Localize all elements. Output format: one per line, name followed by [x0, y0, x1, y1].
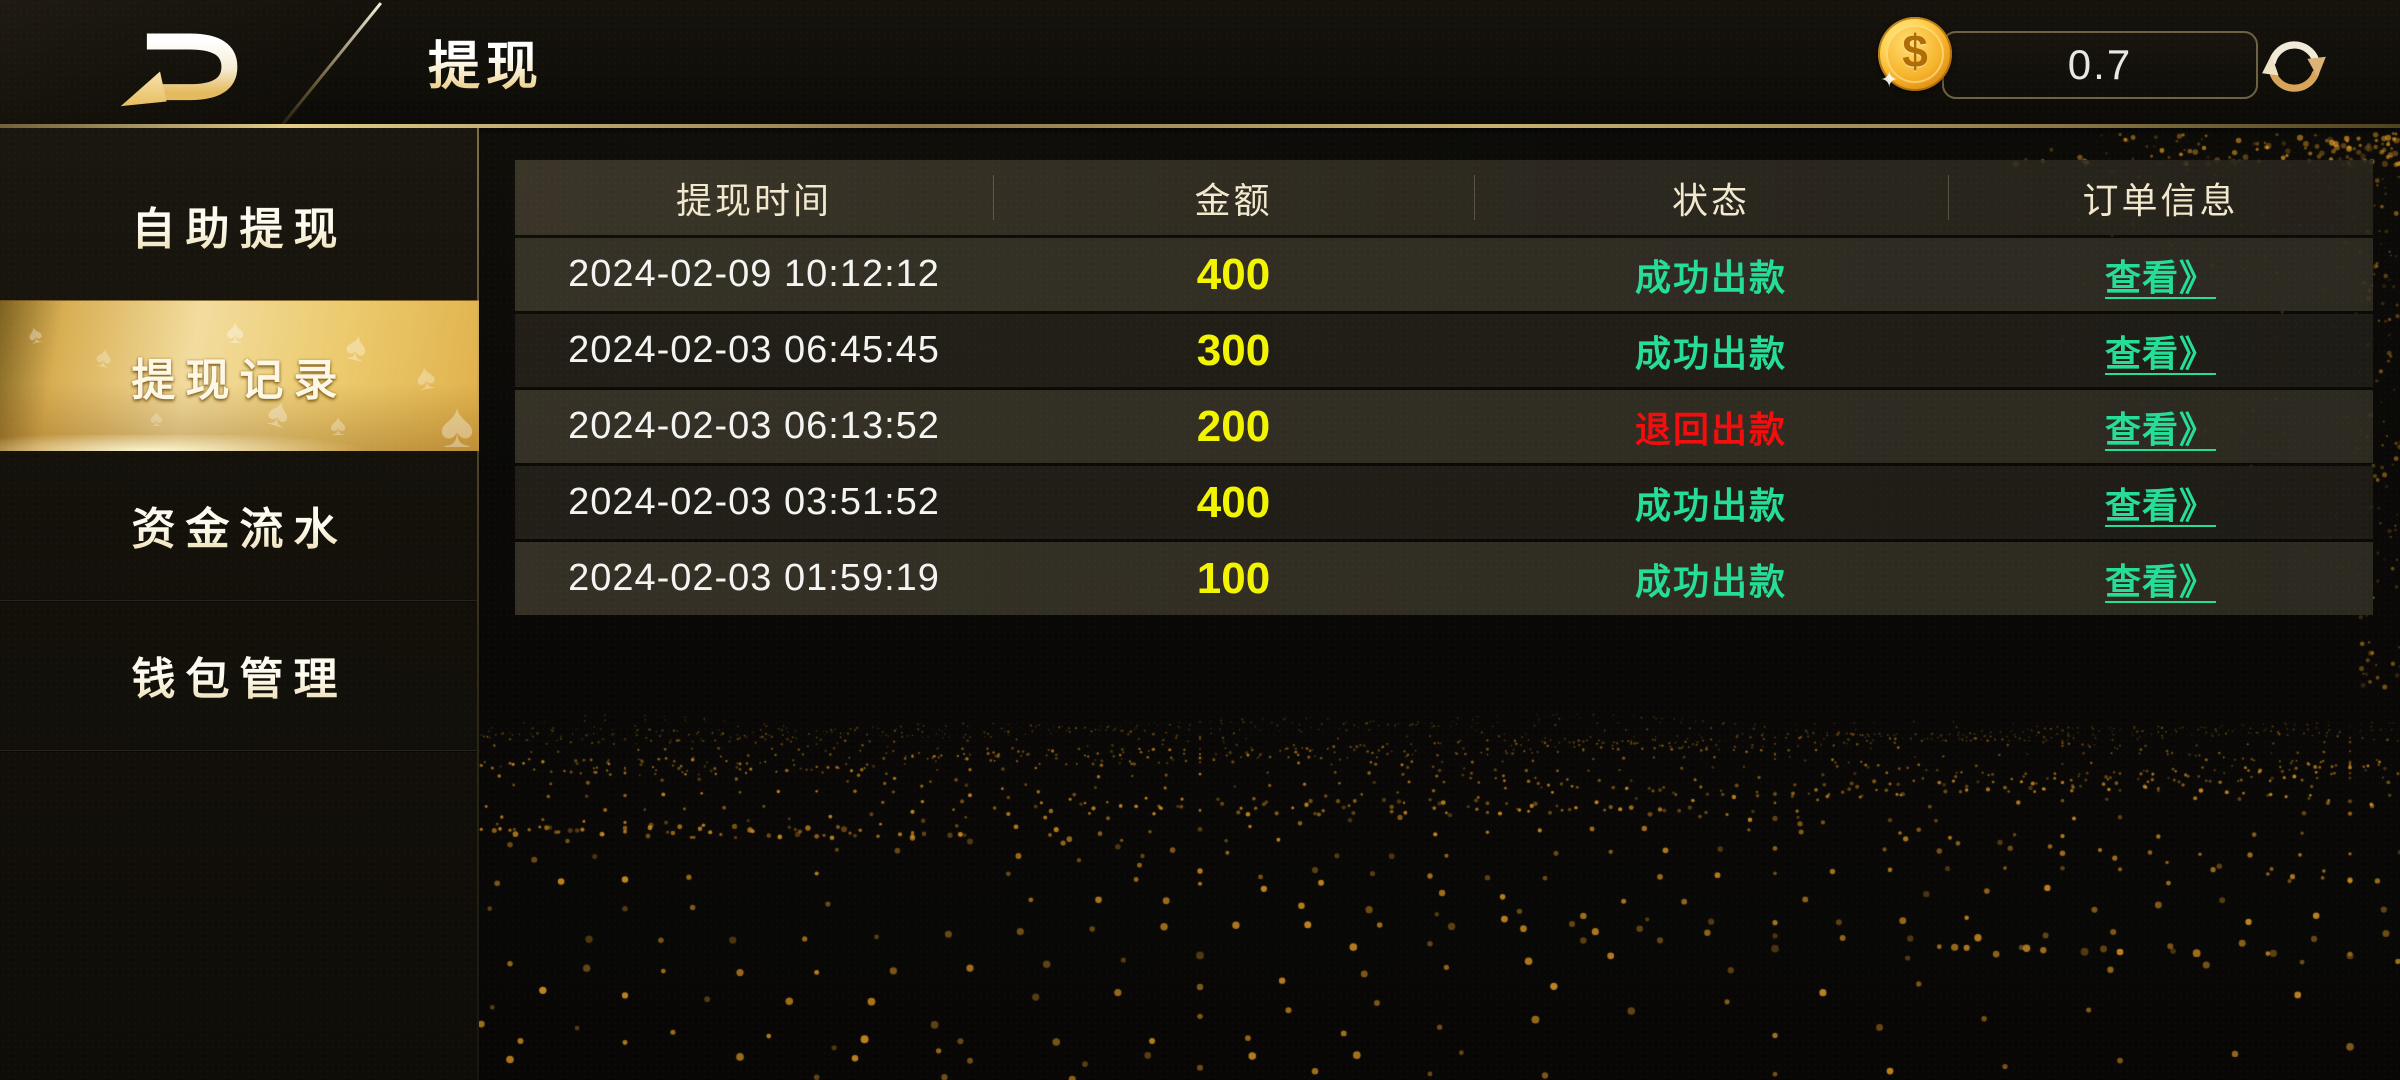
sidebar-divider — [0, 600, 477, 601]
withdraw-status: 成功出款 — [1634, 256, 1787, 298]
coin-inner-ring — [1886, 25, 1944, 83]
sidebar-item-withdraw-records[interactable]: ♠ ♠ ♠ ♠ ♠ ♠ ♠ ♠ ♠ 提现记录 — [0, 300, 479, 451]
withdraw-amount: 200 — [1196, 401, 1271, 451]
view-order-link[interactable]: 查看》 — [1948, 249, 2373, 301]
view-order-label: 查看》 — [2104, 332, 2216, 374]
view-order-label: 查看》 — [2104, 484, 2216, 526]
view-order-link[interactable]: 查看》 — [1948, 553, 2373, 605]
withdraw-status: 成功出款 — [1634, 560, 1787, 602]
table-row: 2024-02-03 06:13:52 200 退回出款 查看》 — [515, 390, 2373, 463]
table-header-row: 提现时间 金额 状态 订单信息 — [515, 160, 2373, 235]
column-header-order: 订单信息 — [2082, 179, 2239, 221]
withdraw-time: 2024-02-03 03:51:52 — [568, 481, 940, 523]
spade-icon: ♠ — [150, 405, 163, 432]
sidebar-item-label: 钱包管理 — [132, 643, 348, 707]
table-row: 2024-02-03 03:51:52 400 成功出款 查看》 — [515, 466, 2373, 539]
table-row: 2024-02-03 06:45:45 300 成功出款 查看》 — [515, 314, 2373, 387]
spade-icon: ♠ — [24, 317, 46, 351]
withdraw-time: 2024-02-03 06:45:45 — [568, 329, 940, 371]
withdraw-status: 退回出款 — [1634, 408, 1787, 450]
withdraw-records-table: 提现时间 金额 状态 订单信息 2024-02-09 10:12:12 400 … — [515, 160, 2373, 618]
withdraw-time: 2024-02-09 10:12:12 — [568, 253, 940, 295]
sidebar-item-wallet-management[interactable]: 钱包管理 — [0, 600, 479, 750]
spade-icon: ♠ — [330, 409, 346, 442]
column-header-amount: 金额 — [1194, 179, 1273, 221]
refresh-icon[interactable] — [2258, 28, 2330, 100]
column-header-time: 提现时间 — [675, 179, 832, 221]
spade-icon: ♠ — [412, 354, 439, 399]
view-order-label: 查看》 — [2104, 256, 2216, 298]
withdraw-amount: 300 — [1196, 325, 1271, 375]
sidebar-item-label: 提现记录 — [131, 356, 348, 405]
view-order-label: 查看》 — [2104, 408, 2216, 450]
header-column-divider — [1474, 175, 1475, 220]
withdraw-time: 2024-02-03 06:13:52 — [568, 405, 940, 447]
withdraw-time: 2024-02-03 01:59:19 — [568, 557, 940, 599]
withdraw-status: 成功出款 — [1634, 484, 1787, 526]
withdraw-amount: 400 — [1196, 249, 1271, 299]
coin-sparkle: ✦ — [1880, 67, 1899, 92]
table-row: 2024-02-09 10:12:12 400 成功出款 查看》 — [515, 238, 2373, 311]
sidebar-item-label: 资金流水 — [132, 493, 348, 557]
dollar-symbol: $ — [1902, 25, 1928, 77]
view-order-label: 查看》 — [2104, 560, 2216, 602]
column-header-status: 状态 — [1671, 179, 1750, 221]
header-column-divider — [1948, 175, 1949, 220]
sidebar-item-label: 自助提现 — [132, 193, 348, 257]
header-bar: 提现 0.7 $ ✦ — [0, 0, 2400, 128]
page-title: 提现 — [428, 24, 544, 99]
view-order-link[interactable]: 查看》 — [1948, 325, 2373, 377]
sidebar-item-fund-flow[interactable]: 资金流水 — [0, 450, 479, 600]
sidebar-divider — [0, 750, 477, 751]
coin-icon: $ ✦ — [1878, 17, 1952, 92]
withdraw-amount: 400 — [1196, 477, 1271, 527]
balance-value: 0.7 — [2067, 41, 2133, 88]
brand-logo-icon — [120, 33, 238, 107]
view-order-link[interactable]: 查看》 — [1948, 401, 2373, 453]
spade-icon: ♠ — [440, 389, 474, 451]
view-order-link[interactable]: 查看》 — [1948, 477, 2373, 529]
spade-icon: ♠ — [93, 339, 115, 376]
sidebar-menu: 自助提现 ♠ ♠ ♠ ♠ ♠ ♠ ♠ ♠ ♠ 提现记录 资金流水 钱包管理 — [0, 128, 479, 1080]
withdraw-status: 成功出款 — [1634, 332, 1787, 374]
header-column-divider — [993, 175, 994, 220]
header-gold-divider — [0, 124, 2400, 128]
withdraw-amount: 100 — [1196, 553, 1271, 603]
sidebar-item-self-withdraw[interactable]: 自助提现 — [0, 150, 479, 300]
table-row: 2024-02-03 01:59:19 100 成功出款 查看》 — [515, 542, 2373, 615]
balance-display: 0.7 — [1942, 31, 2258, 99]
